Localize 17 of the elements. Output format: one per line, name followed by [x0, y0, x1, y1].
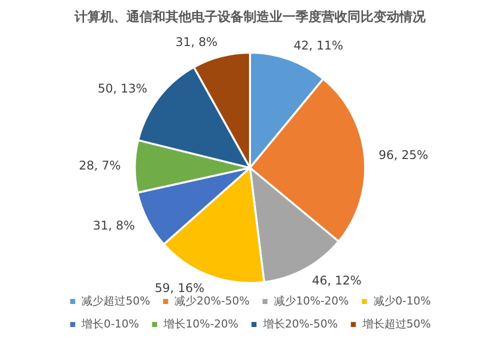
data-label: 96, 25%: [378, 148, 428, 162]
legend-label: 减少0-10%: [373, 294, 431, 308]
data-label: 46, 12%: [312, 273, 362, 288]
data-label: 31, 8%: [92, 218, 135, 233]
data-label: 59, 16%: [154, 280, 204, 295]
legend-label: 增长10%-20%: [162, 317, 238, 330]
data-label: 28, 7%: [78, 158, 121, 172]
legend-label: 增长20%-50%: [262, 317, 338, 330]
legend-label: 增长0-10%: [80, 317, 140, 330]
data-label: 42, 11%: [294, 38, 344, 52]
legend-label: 减少超过50%: [82, 294, 150, 308]
data-label: 31, 8%: [176, 34, 218, 49]
chart-title: 计算机、通信和其他电子设备制造业一季度营收同比变动情况: [74, 9, 426, 26]
legend-label: 增长超过50%: [361, 317, 431, 330]
legend-label: 减少20%-50%: [174, 294, 250, 308]
legend-label: 减少10%-20%: [274, 294, 349, 308]
data-label: 50, 13%: [98, 82, 148, 96]
